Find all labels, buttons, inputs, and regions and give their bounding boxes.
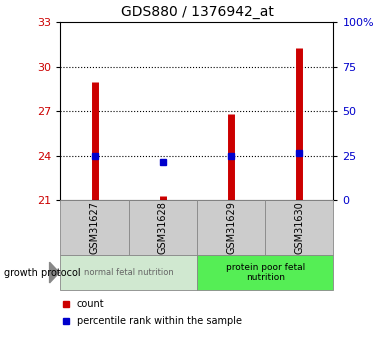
Text: GSM31629: GSM31629 (226, 201, 236, 254)
Title: GDS880 / 1376942_at: GDS880 / 1376942_at (121, 4, 273, 19)
Text: growth protocol: growth protocol (4, 268, 80, 277)
Bar (60, 255, 197, 290)
Bar (129, 200, 197, 255)
Text: GSM31627: GSM31627 (90, 201, 99, 254)
Bar (60, 200, 129, 255)
Text: percentile rank within the sample: percentile rank within the sample (77, 316, 242, 326)
Text: protein poor fetal
nutrition: protein poor fetal nutrition (225, 263, 305, 282)
Text: count: count (77, 299, 105, 308)
Text: GSM31630: GSM31630 (294, 201, 304, 254)
Bar (197, 200, 265, 255)
Polygon shape (50, 262, 59, 283)
Text: GSM31628: GSM31628 (158, 201, 168, 254)
Text: normal fetal nutrition: normal fetal nutrition (84, 268, 174, 277)
Bar (197, 255, 333, 290)
Bar (265, 200, 333, 255)
